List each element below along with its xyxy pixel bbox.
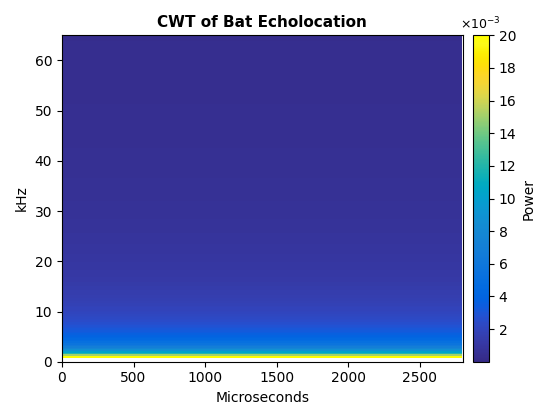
Title: $\times10^{-3}$: $\times10^{-3}$	[460, 16, 501, 33]
X-axis label: Microseconds: Microseconds	[216, 391, 309, 405]
Title: CWT of Bat Echolocation: CWT of Bat Echolocation	[157, 15, 367, 30]
Y-axis label: kHz: kHz	[15, 186, 29, 211]
Y-axis label: Power: Power	[522, 178, 536, 220]
